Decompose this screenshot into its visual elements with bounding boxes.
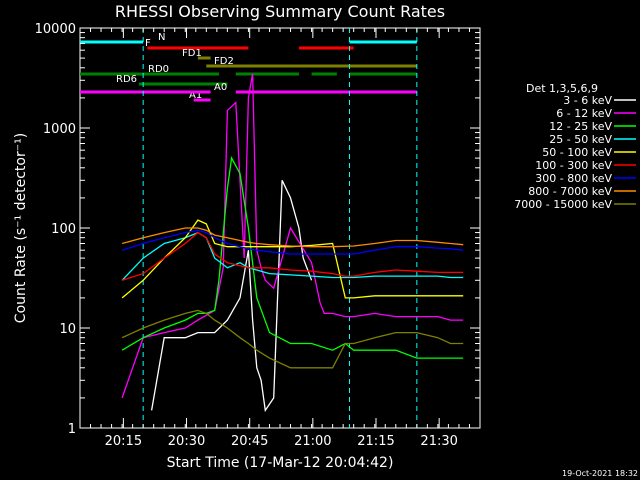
legend-title: Det 1,3,5,6,9 xyxy=(526,82,598,95)
legend-label: 50 - 100 keV xyxy=(542,146,612,159)
flag-label-n: N xyxy=(158,32,165,43)
x-tick-label: 21:30 xyxy=(420,434,457,449)
flag-label-fd1: FD1 xyxy=(182,48,202,59)
legend-label: 25 - 50 keV xyxy=(549,133,612,146)
y-tick-label: 10000 xyxy=(35,22,76,37)
y-axis-ticks: 1 10 100 1000 10000 xyxy=(35,22,480,437)
y-tick-label: 10 xyxy=(59,322,76,337)
y-tick-label: 1000 xyxy=(43,122,76,137)
flag-label-fd2: FD2 xyxy=(214,56,234,67)
x-tick-label: 20:45 xyxy=(231,434,268,449)
flag-label-rd6: RD6 xyxy=(116,74,137,85)
x-tick-label: 21:15 xyxy=(357,434,394,449)
series-group xyxy=(121,73,464,413)
series-line-7 xyxy=(121,227,464,248)
legend-label: 100 - 300 keV xyxy=(535,159,612,172)
flag-label-rd0: RD0 xyxy=(148,64,169,75)
y-tick-label: 1 xyxy=(68,422,76,437)
legend-label: 300 - 800 keV xyxy=(535,172,612,185)
series-line-1 xyxy=(121,73,464,399)
series-line-2 xyxy=(121,156,464,359)
x-tick-label: 20:30 xyxy=(168,434,205,449)
x-tick-label: 21:00 xyxy=(294,434,331,449)
legend-label: 6 - 12 keV xyxy=(556,107,612,120)
x-axis-ticks: 20:15 20:30 20:45 21:00 21:15 21:30 xyxy=(79,28,481,449)
flags-group: NF FD1 FD2 RD0 RD6 A1 A0 xyxy=(80,28,418,428)
y-tick-label: 100 xyxy=(51,222,76,237)
series-line-6 xyxy=(121,229,464,255)
series-line-5 xyxy=(121,231,464,281)
chart-title: RHESSI Observing Summary Count Rates xyxy=(115,2,445,21)
x-tick-label: 20:15 xyxy=(105,434,142,449)
series-line-3 xyxy=(121,231,464,281)
legend-label: 800 - 7000 keV xyxy=(528,185,612,198)
date-stamp: 19-Oct-2021 18:32 xyxy=(562,469,638,478)
series-line-0 xyxy=(150,180,313,413)
series-line-8 xyxy=(121,309,464,369)
legend-label: 12 - 25 keV xyxy=(549,120,612,133)
legend-label: 3 - 6 keV xyxy=(563,94,612,107)
flag-label-f: F xyxy=(145,38,151,49)
flag-label-a0: A0 xyxy=(214,82,227,93)
legend-label: 7000 - 15000 keV xyxy=(514,198,612,211)
x-axis-label: Start Time (17-Mar-12 20:04:42) xyxy=(167,455,394,471)
y-axis-label: Count Rate (s⁻¹ detector⁻¹) xyxy=(13,133,29,323)
flag-label-a1: A1 xyxy=(189,90,202,101)
series-line-4 xyxy=(121,219,464,299)
